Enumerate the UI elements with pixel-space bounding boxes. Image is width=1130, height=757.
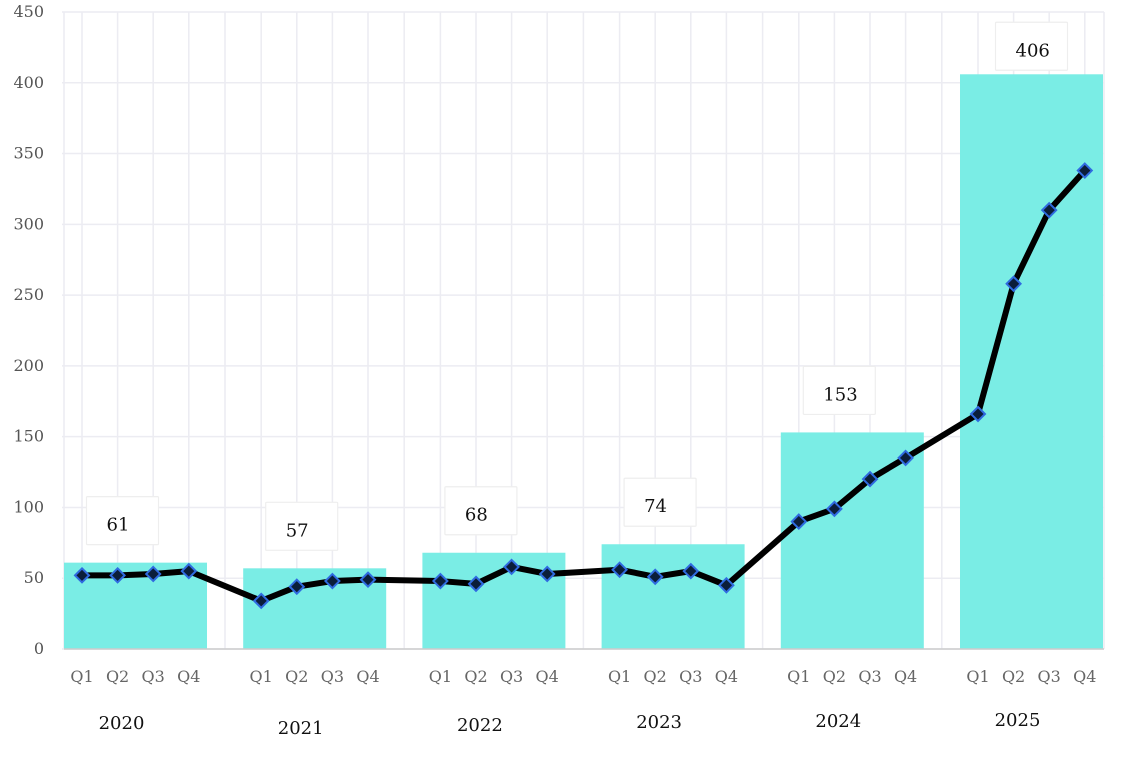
line-point (1040, 201, 1058, 219)
x-tick-label-quarter: Q1 (966, 667, 989, 686)
x-tick-label-quarter: Q2 (644, 667, 667, 686)
bar-2023 (601, 544, 745, 649)
y-tick-label: 100 (13, 497, 44, 516)
x-tick-label-quarter: Q3 (679, 667, 702, 686)
line-path (82, 168, 1088, 604)
line-point (467, 575, 485, 593)
data-label-box (623, 477, 697, 527)
x-tick-label-quarter: Q4 (536, 667, 559, 686)
y-tick-label: 200 (13, 356, 44, 375)
x-tick-label-quarter: Q3 (321, 667, 344, 686)
line-point (109, 566, 127, 584)
data-label-box (994, 21, 1069, 71)
line-point (682, 562, 700, 580)
line-markers (73, 162, 1094, 610)
line-point (288, 578, 306, 596)
line-point (503, 558, 521, 576)
x-tick-label-year: 2021 (278, 718, 324, 739)
x-tick-label-quarter: Q4 (356, 667, 379, 686)
data-labels: 61 57 68 74 153 406 (85, 21, 1069, 551)
line-point (611, 561, 629, 579)
line-point (861, 470, 879, 488)
bar-data-label: 57 (286, 520, 309, 541)
x-tick-label-quarter: Q2 (464, 667, 487, 686)
data-label-box (802, 365, 876, 416)
bar-data-label: 61 (107, 515, 130, 536)
x-tick-label-quarter: Q4 (894, 667, 917, 686)
line-point (180, 562, 198, 580)
line-point (1076, 162, 1094, 179)
x-tick-label-quarter: Q2 (823, 667, 846, 686)
x-tick-label-year: 2025 (995, 710, 1041, 731)
x-tick-label-quarter: Q3 (142, 667, 165, 686)
bar-data-label: 406 (1016, 40, 1050, 61)
x-tick-label-quarter: Q4 (1073, 667, 1096, 686)
y-tick-label: 150 (13, 427, 44, 446)
y-tick-label: 450 (13, 2, 44, 21)
y-tick-label: 350 (13, 144, 44, 163)
bar-data-label: 74 (644, 496, 667, 517)
x-tick-label-quarter: Q3 (858, 667, 881, 686)
bar-data-label: 68 (465, 505, 488, 526)
grid (62, 11, 1105, 650)
x-tick-label-quarter: Q2 (106, 667, 129, 686)
x-tick-label-quarter: Q1 (787, 667, 810, 686)
x-tick-label-quarter: Q2 (1002, 667, 1025, 686)
line-point (790, 513, 808, 531)
x-tick-label-quarter: Q4 (177, 667, 200, 686)
y-tick-label: 300 (13, 214, 44, 233)
x-tick-label-year: 2023 (636, 712, 682, 733)
axes: 0 50 100 150 200 250 300 350 400 450 Q1 Q2 Q3 Q4 Q1 Q2 Q… (13, 2, 1104, 739)
line-point (252, 592, 270, 610)
bar-data-label: 153 (823, 384, 857, 405)
bar-2025 (960, 74, 1103, 650)
x-tick-label-quarter: Q2 (285, 667, 308, 686)
data-label-box (85, 496, 160, 546)
y-tick-label: 0 (34, 639, 44, 658)
line-point (359, 571, 377, 589)
line-point (897, 449, 915, 467)
line-point (323, 572, 341, 590)
x-tick-label-quarter: Q4 (715, 667, 738, 686)
x-tick-label-quarter: Q1 (70, 667, 93, 686)
line-point (144, 565, 162, 583)
x-tick-label-quarter: Q3 (500, 667, 523, 686)
bar-2024 (780, 432, 924, 649)
x-tick-label-quarter: Q3 (1038, 667, 1061, 686)
x-tick-label-quarter: Q1 (429, 667, 452, 686)
x-tick-label-year: 2020 (99, 713, 145, 734)
x-tick-label-year: 2024 (815, 711, 861, 732)
x-tick-label-quarter: Q1 (250, 667, 273, 686)
y-tick-label: 400 (13, 73, 44, 92)
line-point (73, 566, 91, 584)
line-point (646, 568, 664, 586)
line-point (825, 500, 843, 518)
bar-2022 (422, 552, 566, 649)
line-point (1005, 275, 1023, 293)
y-tick-label: 50 (24, 568, 44, 587)
y-tick-label: 250 (13, 285, 44, 304)
data-label-box (265, 501, 339, 551)
x-tick-label-year: 2022 (457, 715, 503, 736)
x-tick-label-quarter: Q1 (608, 667, 631, 686)
line-point (431, 572, 449, 590)
line-point (969, 405, 987, 423)
line-series (82, 168, 1088, 604)
line-point (538, 565, 556, 583)
data-label-box (444, 486, 518, 536)
line-point (717, 576, 735, 594)
